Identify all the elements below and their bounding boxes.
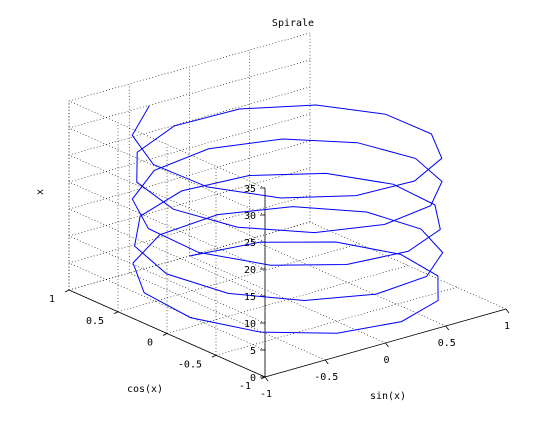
y-tick-mark [64, 289, 70, 293]
y-tick-label: -1 [239, 381, 251, 392]
grid-line-backwall-z [68, 59, 311, 129]
grid-line-sidewall-z [68, 181, 266, 270]
y-tick-mark [113, 311, 119, 315]
grid-line-floor-y [117, 243, 360, 313]
grid-line-sidewall-z [68, 235, 266, 324]
z-tick-label: 20 [244, 265, 256, 276]
z-tick-label: 0 [250, 373, 256, 384]
x-tick-mark [264, 376, 269, 382]
x-tick-label: 1 [504, 321, 510, 332]
grid-line-sidewall-z [68, 154, 266, 243]
series-line-group [131, 104, 444, 334]
x-tick-mark [385, 342, 389, 348]
x-tick-label: 0 [383, 355, 389, 366]
x-tick-label: -1 [260, 389, 272, 400]
x-tick-label: -0.5 [314, 372, 338, 383]
grid-line-backwall-z [68, 140, 311, 210]
grid-line-floor-x [189, 255, 386, 344]
y-tick-mark [162, 333, 168, 336]
grid-line-backwall-z [68, 167, 311, 237]
grid [68, 32, 507, 378]
grid-line-backwall-z [68, 86, 311, 156]
z-tick-label: 5 [250, 346, 256, 357]
axes-box [64, 187, 510, 382]
z-tick-label: 35 [244, 184, 256, 195]
series-line [131, 104, 444, 334]
y-tick-label: 0.5 [86, 316, 104, 327]
grid-line-sidewall-z [68, 127, 266, 216]
y-tick-label: 1 [49, 294, 55, 305]
chart-title: Spirale [272, 18, 314, 29]
grid-line-floor-y [215, 286, 458, 356]
grid-line-backwall-z [68, 32, 311, 102]
grid-line-floor-y [166, 265, 409, 334]
x-tick-label: 0.5 [438, 338, 456, 349]
grid-line-sidewall-z [68, 100, 266, 189]
z-tick-label: 15 [244, 292, 256, 303]
y-tick-mark [211, 354, 217, 358]
grid-line-sidewall-z [68, 208, 266, 297]
x-axis-label: sin(x) [370, 391, 406, 402]
grid-line-floor-x [309, 221, 507, 310]
grid-line-floor-x [249, 238, 446, 327]
x-tick-mark [505, 308, 510, 314]
x-tick-mark [324, 359, 329, 365]
y-tick-label: 0 [147, 338, 153, 349]
y-tick-label: -0.5 [178, 359, 202, 370]
x-tick-mark [445, 325, 450, 331]
grid-line-backwall-z [68, 194, 311, 264]
y-axis-label: cos(x) [127, 384, 163, 395]
z-tick-label: 25 [244, 238, 256, 249]
z-axis-label: x [35, 189, 46, 195]
z-tick-label: 10 [244, 319, 256, 330]
grid-line-floor-x [129, 272, 326, 361]
grid-line-sidewall-z [68, 262, 266, 351]
z-tick-label: 30 [244, 211, 256, 222]
grid-line-backwall-z [68, 113, 311, 183]
